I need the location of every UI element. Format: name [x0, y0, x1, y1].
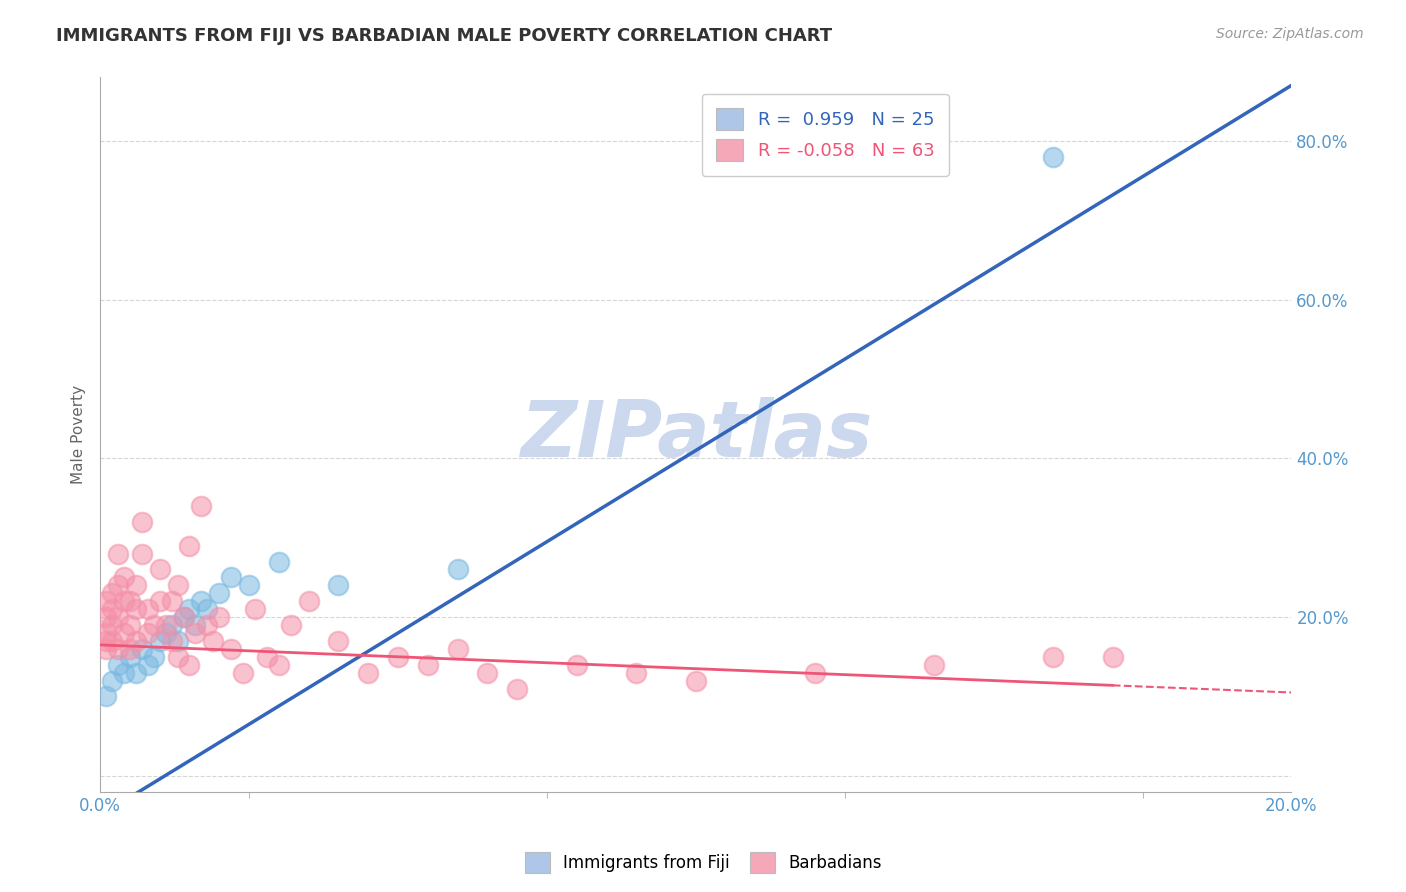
Text: ZIPatlas: ZIPatlas	[520, 397, 872, 473]
Point	[195, 602, 218, 616]
Point	[922, 657, 945, 672]
Point	[184, 626, 207, 640]
Point	[142, 649, 165, 664]
Point	[166, 578, 188, 592]
Point	[136, 657, 159, 672]
Point	[243, 602, 266, 616]
Point	[112, 570, 135, 584]
Point	[131, 515, 153, 529]
Point	[297, 594, 319, 608]
Point	[94, 594, 117, 608]
Point	[804, 665, 827, 680]
Point	[232, 665, 254, 680]
Point	[94, 626, 117, 640]
Point	[160, 594, 183, 608]
Point	[101, 618, 124, 632]
Point	[446, 562, 468, 576]
Point	[195, 618, 218, 632]
Point	[357, 665, 380, 680]
Point	[565, 657, 588, 672]
Point	[267, 657, 290, 672]
Point	[160, 618, 183, 632]
Point	[328, 578, 350, 592]
Point	[219, 641, 242, 656]
Text: IMMIGRANTS FROM FIJI VS BARBADIAN MALE POVERTY CORRELATION CHART: IMMIGRANTS FROM FIJI VS BARBADIAN MALE P…	[56, 27, 832, 45]
Point	[202, 634, 225, 648]
Point	[94, 610, 117, 624]
Point	[506, 681, 529, 696]
Point	[267, 555, 290, 569]
Point	[125, 665, 148, 680]
Point	[173, 610, 195, 624]
Point	[101, 602, 124, 616]
Point	[166, 634, 188, 648]
Point	[112, 594, 135, 608]
Point	[149, 594, 172, 608]
Point	[477, 665, 499, 680]
Point	[179, 539, 201, 553]
Point	[107, 610, 129, 624]
Point	[94, 634, 117, 648]
Point	[190, 594, 212, 608]
Point	[416, 657, 439, 672]
Point	[446, 641, 468, 656]
Point	[118, 594, 141, 608]
Point	[125, 602, 148, 616]
Text: Source: ZipAtlas.com: Source: ZipAtlas.com	[1216, 27, 1364, 41]
Point	[166, 649, 188, 664]
Point	[219, 570, 242, 584]
Point	[125, 634, 148, 648]
Point	[256, 649, 278, 664]
Point	[184, 618, 207, 632]
Point	[107, 657, 129, 672]
Point	[107, 578, 129, 592]
Point	[112, 626, 135, 640]
Point	[190, 499, 212, 513]
Point	[142, 618, 165, 632]
Point	[208, 586, 231, 600]
Point	[101, 634, 124, 648]
Legend: Immigrants from Fiji, Barbadians: Immigrants from Fiji, Barbadians	[517, 846, 889, 880]
Point	[112, 665, 135, 680]
Point	[1101, 649, 1123, 664]
Point	[94, 690, 117, 704]
Point	[387, 649, 409, 664]
Point	[1042, 649, 1064, 664]
Point	[208, 610, 231, 624]
Point	[107, 547, 129, 561]
Point	[179, 602, 201, 616]
Point	[107, 641, 129, 656]
Point	[173, 610, 195, 624]
Point	[118, 649, 141, 664]
Legend: R =  0.959   N = 25, R = -0.058   N = 63: R = 0.959 N = 25, R = -0.058 N = 63	[702, 94, 949, 176]
Point	[118, 618, 141, 632]
Point	[1042, 150, 1064, 164]
Point	[149, 634, 172, 648]
Point	[149, 562, 172, 576]
Point	[94, 641, 117, 656]
Point	[125, 578, 148, 592]
Point	[101, 586, 124, 600]
Y-axis label: Male Poverty: Male Poverty	[72, 385, 86, 484]
Point	[160, 634, 183, 648]
Point	[179, 657, 201, 672]
Point	[155, 618, 177, 632]
Point	[131, 641, 153, 656]
Point	[101, 673, 124, 688]
Point	[238, 578, 260, 592]
Point	[136, 626, 159, 640]
Point	[626, 665, 648, 680]
Point	[136, 602, 159, 616]
Point	[131, 547, 153, 561]
Point	[328, 634, 350, 648]
Point	[280, 618, 302, 632]
Point	[118, 641, 141, 656]
Point	[685, 673, 707, 688]
Point	[155, 626, 177, 640]
